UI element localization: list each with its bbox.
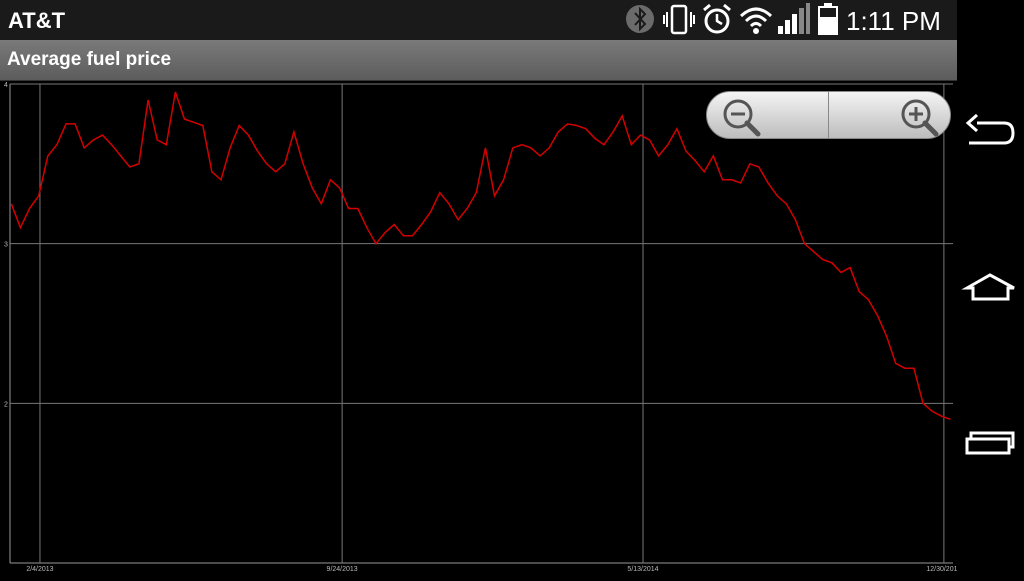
status-bar: AT&T 1:11 PM — [0, 0, 957, 40]
clock: 1:11 PM — [846, 6, 941, 36]
vibrate-icon — [663, 4, 695, 35]
x-tick-label: 2/4/2013 — [26, 566, 53, 573]
home-icon — [961, 273, 1015, 301]
zoom-in-button[interactable] — [828, 91, 951, 139]
page-title: Average fuel price — [7, 49, 172, 70]
zoom-out-button[interactable] — [706, 91, 829, 139]
bluetooth-icon — [626, 5, 654, 33]
chart-area[interactable]: 2 3 4 2/4/2013 9/24/2013 5/13/2014 12/30/2014 — [0, 80, 962, 576]
back-button[interactable] — [957, 102, 1024, 162]
x-tick-label: 12/30/2014 — [926, 566, 957, 573]
wifi-icon — [739, 7, 773, 34]
fuel-price-chart[interactable]: 2 3 4 2/4/2013 9/24/2013 5/13/2014 12/30/2014 — [0, 80, 962, 576]
signal-icon — [778, 3, 810, 34]
zoom-out-icon — [723, 99, 761, 137]
back-icon — [965, 113, 1015, 145]
navigation-bar — [957, 0, 1024, 576]
y-tick-label: 4 — [4, 82, 8, 89]
y-tick-label: 3 — [4, 242, 8, 249]
alarm-icon — [703, 3, 731, 34]
home-button[interactable] — [957, 258, 1024, 318]
zoom-in-icon — [901, 99, 939, 137]
recent-apps-icon — [965, 431, 1015, 455]
x-tick-label: 9/24/2013 — [327, 566, 358, 573]
series-line — [10, 91, 951, 421]
x-tick-label: 5/13/2014 — [627, 566, 658, 573]
y-tick-label: 2 — [4, 401, 8, 408]
zoom-controls — [706, 91, 951, 139]
title-bar: Average fuel price — [0, 40, 957, 81]
battery-icon — [818, 3, 838, 35]
carrier-name: AT&T — [8, 8, 66, 33]
recent-apps-button[interactable] — [957, 414, 1024, 474]
